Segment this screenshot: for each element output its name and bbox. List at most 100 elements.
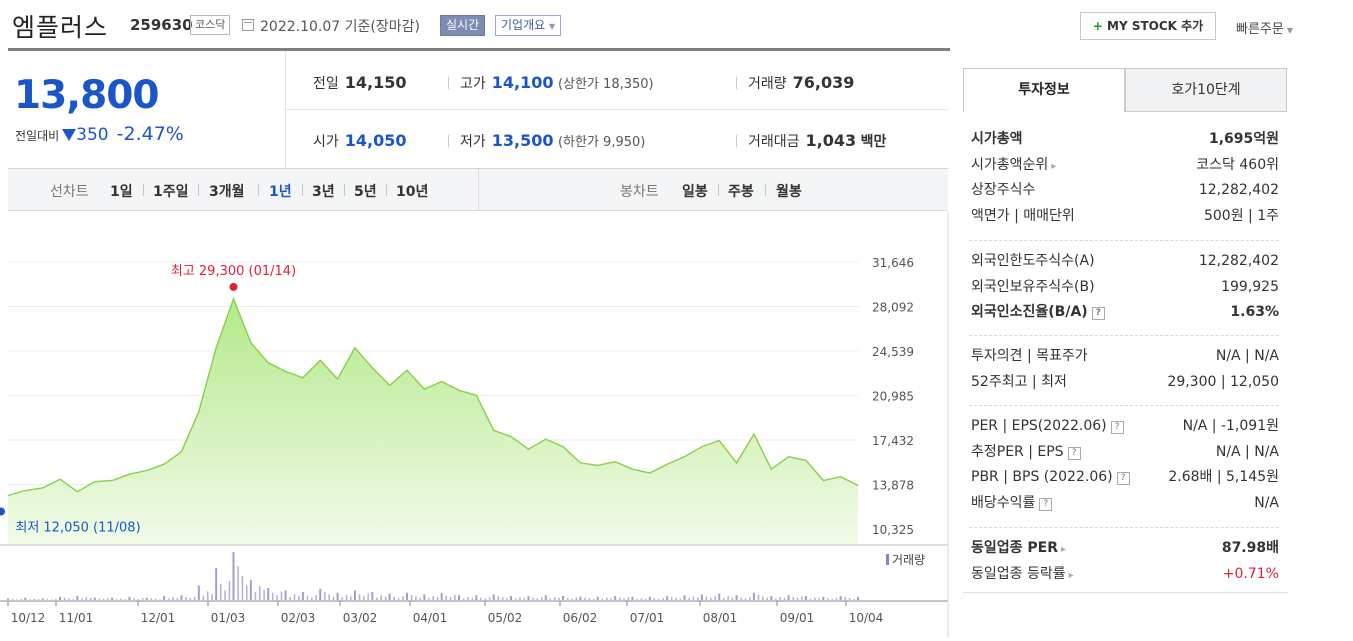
volume-bar (86, 597, 88, 600)
help-icon[interactable]: ? (1039, 498, 1052, 511)
volume-bar (311, 598, 313, 600)
company-overview-dropdown[interactable]: 기업개요 ▼ (495, 15, 561, 36)
volume-bar (120, 599, 122, 600)
volume-bar (198, 586, 200, 600)
candle-chart-label: 봉차트 (620, 181, 659, 201)
volume-bar (354, 590, 356, 600)
info-label: 외국인한도주식수(A) (971, 250, 1095, 272)
tab-1w[interactable]: 1주일 (153, 181, 189, 201)
volume-bar (614, 596, 616, 600)
volume-bar (111, 598, 113, 600)
volume-bar (749, 597, 751, 600)
volume-bar (380, 595, 382, 600)
volume-bar (55, 599, 57, 600)
volume-bar (844, 597, 846, 600)
info-label: PBR | BPS (2022.06)? (971, 466, 1130, 488)
info-label: 동일업종 PER▸ (971, 537, 1066, 561)
x-tick-label: 02/03 (281, 611, 316, 625)
volume-bar (385, 597, 387, 600)
volume-bar (485, 599, 487, 600)
tab-1d[interactable]: 1일 (110, 181, 133, 201)
volume-bar (775, 598, 777, 600)
tab-daily[interactable]: 일봉 (682, 181, 708, 201)
x-tick-label: 08/01 (703, 611, 738, 625)
volume-bar (224, 590, 226, 600)
chevron-right-icon[interactable]: ▸ (1069, 570, 1074, 581)
tab-investment-info[interactable]: 투자정보 (963, 68, 1125, 112)
volume-bar (163, 596, 165, 600)
chevron-right-icon[interactable]: ▸ (1061, 544, 1066, 555)
volume-bar (246, 586, 248, 600)
volume-bar (289, 597, 291, 600)
x-tick-label: 05/02 (488, 611, 523, 625)
volume-bar (714, 596, 716, 600)
price-area (8, 299, 858, 544)
volume-bar (519, 597, 521, 600)
volume-bar (12, 599, 14, 600)
volume-bar (467, 597, 469, 600)
volume-bar (558, 598, 560, 600)
volume-bar (684, 595, 686, 600)
volume-bar (151, 598, 153, 600)
volume-bar (836, 598, 838, 600)
realtime-button[interactable]: 실시간 (440, 15, 485, 36)
volume-bar (337, 593, 339, 600)
volume-bar (319, 589, 321, 600)
tab-10y[interactable]: 10년 (396, 181, 428, 201)
help-icon[interactable]: ? (1068, 447, 1081, 460)
x-tick-label: 10/12 (11, 611, 46, 625)
volume-bar (16, 599, 18, 600)
volume-bar (285, 590, 287, 600)
chevron-down-icon: ▼ (549, 22, 555, 31)
info-row: 동일업종 PER▸87.98배 (971, 537, 1279, 559)
help-icon[interactable]: ? (1117, 472, 1130, 485)
volume-bar (849, 598, 851, 600)
volume-bar (571, 599, 573, 600)
volume-bar (727, 596, 729, 600)
tab-3y[interactable]: 3년 (312, 181, 335, 201)
volume-bar (341, 597, 343, 600)
change-percent: -2.47% (117, 123, 184, 145)
volume-bar (142, 598, 144, 600)
info-row: 동일업종 등락률▸+0.71% (971, 563, 1279, 585)
tab-1y[interactable]: 1년 (269, 181, 292, 201)
volume-bar (857, 597, 859, 600)
tab-order-book[interactable]: 호가10단계 (1125, 68, 1287, 112)
tab-monthly[interactable]: 월봉 (776, 181, 802, 201)
volume-bar (532, 598, 534, 600)
tab-3m[interactable]: 3개월 (209, 181, 245, 201)
y-tick-label: 13,878 (872, 479, 914, 493)
help-icon[interactable]: ? (1092, 307, 1105, 320)
tab-weekly[interactable]: 주봉 (728, 181, 754, 201)
my-stock-add-button[interactable]: + MY STOCK 추가 (1080, 12, 1216, 40)
volume-bar (597, 597, 599, 600)
volume-bar (302, 592, 304, 600)
volume-bar (133, 598, 135, 600)
volume-bar (498, 596, 500, 600)
volume-bar (220, 584, 222, 600)
volume-bar (7, 598, 9, 600)
volume-bar (818, 598, 820, 600)
volume-bar (276, 595, 278, 600)
chevron-right-icon[interactable]: ▸ (1051, 161, 1056, 172)
stock-name: 엠플러스 (12, 8, 108, 44)
divider (969, 335, 1279, 336)
volume-bar (489, 597, 491, 600)
chart-period-tabs: 선차트 1일 1주일 3개월 1년 3년 5년 10년 봉차트 일봉 주봉 월봉 (8, 169, 948, 211)
volume-bar (606, 598, 608, 600)
quick-order-dropdown[interactable]: 빠른주문▼ (1236, 18, 1293, 37)
help-icon[interactable]: ? (1111, 421, 1124, 434)
volume-bar (350, 596, 352, 600)
tab-5y[interactable]: 5년 (354, 181, 377, 201)
info-label: 동일업종 등락률▸ (971, 563, 1074, 587)
volume-bar (506, 598, 508, 600)
